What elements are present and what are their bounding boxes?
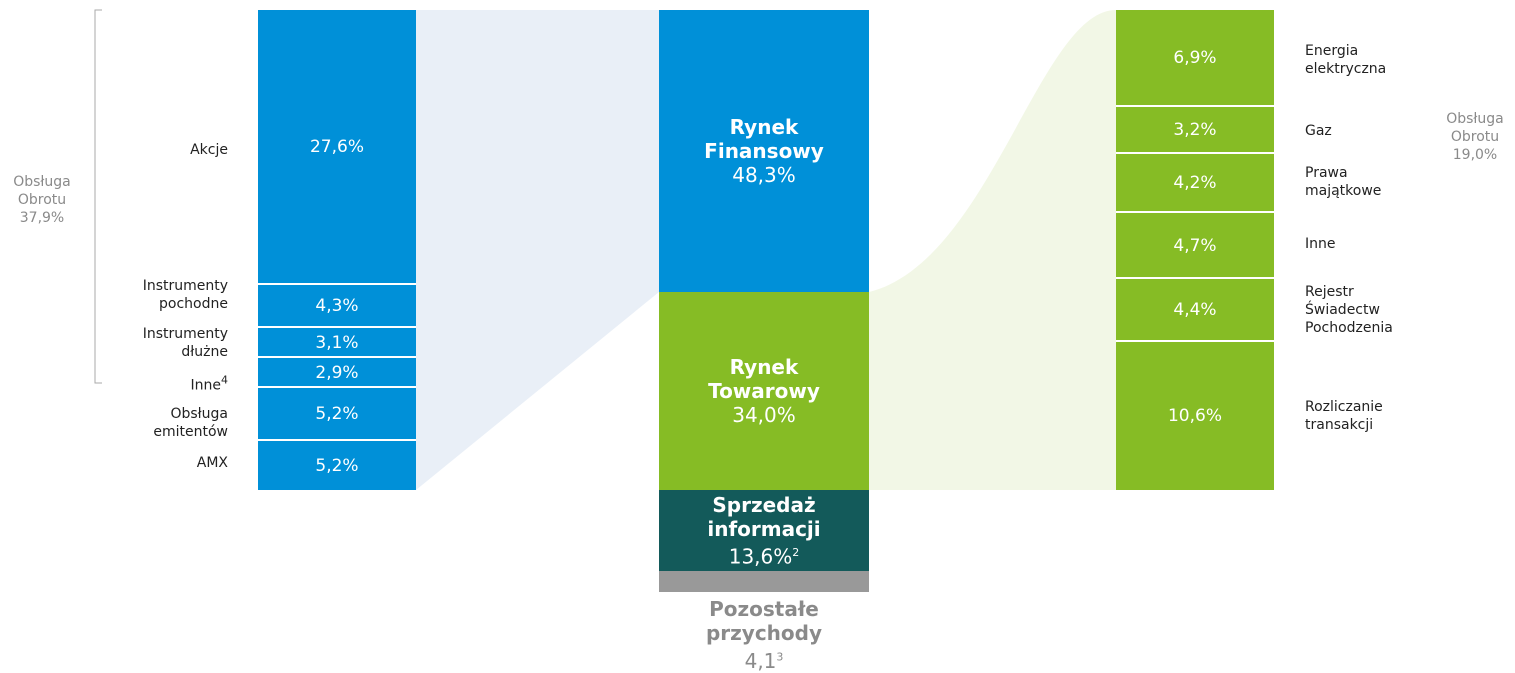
segment: 4,7% bbox=[1116, 211, 1274, 278]
label: Prawa majątkowe bbox=[1305, 164, 1381, 200]
value: 34,0% bbox=[732, 403, 796, 427]
label: Rejestr Świadectw Pochodzenia bbox=[1305, 283, 1393, 337]
text: Inne bbox=[1305, 236, 1336, 252]
footnote: 2 bbox=[792, 545, 800, 559]
text: Rejestr bbox=[1305, 284, 1354, 300]
label: Obsługa emitentów bbox=[153, 405, 228, 441]
value: 2,9% bbox=[315, 362, 359, 383]
text: emitentów bbox=[153, 424, 228, 440]
label: AMX bbox=[197, 454, 228, 472]
text: Energia bbox=[1305, 43, 1359, 59]
value: 4,3% bbox=[315, 296, 359, 316]
text: AMX bbox=[196, 455, 228, 471]
text: 19,0% bbox=[1452, 147, 1498, 163]
left-bracket-text: Obsługa Obrotu 37,9% bbox=[0, 173, 84, 227]
label: Akcje bbox=[190, 141, 228, 159]
footnote: 3 bbox=[776, 650, 784, 663]
right-bracket-text: Obsługa Obrotu 19,0% bbox=[1440, 110, 1510, 164]
value: 3,2% bbox=[1173, 120, 1217, 140]
value: 10,6% bbox=[1167, 406, 1222, 426]
label: Instrumenty dłużne bbox=[143, 325, 228, 361]
text: Świadectw bbox=[1305, 302, 1380, 318]
text: elektryczna bbox=[1305, 61, 1387, 77]
text: dłużne bbox=[181, 344, 228, 360]
text: 13,6% bbox=[728, 544, 793, 569]
label: Inne4 bbox=[191, 372, 229, 395]
text: 37,9% bbox=[19, 210, 65, 226]
text: Inne4 bbox=[191, 372, 229, 395]
text: Towarowy bbox=[708, 379, 820, 403]
value: 4,4% bbox=[1173, 300, 1217, 320]
text: Instrumenty bbox=[142, 278, 228, 294]
text: pochodne bbox=[159, 296, 228, 312]
text: Instrumenty bbox=[142, 326, 228, 342]
label: Gaz bbox=[1305, 122, 1332, 140]
text: Inne bbox=[190, 377, 222, 394]
other-label: Pozostałe przychody 4,13 bbox=[659, 597, 869, 673]
label: Inne bbox=[1305, 235, 1336, 253]
connector-commodity bbox=[869, 10, 1116, 490]
text: Sprzedaż bbox=[712, 492, 816, 517]
text: Finansowy bbox=[704, 139, 824, 163]
segment: 5,2% bbox=[258, 386, 416, 440]
segment: 5,2% bbox=[258, 439, 416, 490]
value: 3,1% bbox=[315, 332, 359, 353]
segment: 10,6% bbox=[1116, 340, 1274, 490]
value: 48,3% bbox=[732, 163, 796, 187]
text: Obrotu bbox=[1450, 129, 1500, 145]
text: Prawa bbox=[1305, 165, 1348, 181]
left-bracket-line bbox=[94, 9, 102, 384]
text: Rozliczanie bbox=[1305, 399, 1383, 415]
text: 4,1 bbox=[744, 648, 777, 673]
text: przychody bbox=[705, 621, 823, 645]
segment: Sprzedaż informacji 13,6%2 bbox=[659, 490, 869, 571]
text: Gaz bbox=[1305, 123, 1332, 139]
text: Rynek bbox=[729, 355, 799, 379]
segment: 4,2% bbox=[1116, 152, 1274, 212]
segment bbox=[659, 571, 869, 592]
label: Rozliczanie transakcji bbox=[1305, 398, 1383, 434]
value: 5,2% bbox=[315, 404, 359, 424]
segment: 6,9% bbox=[1116, 10, 1274, 106]
text: Obsługa bbox=[1446, 111, 1504, 127]
segment: 4,4% bbox=[1116, 277, 1274, 341]
label: Energia elektryczna bbox=[1305, 42, 1386, 78]
segment: 27,6% bbox=[258, 10, 416, 284]
value: 13,6%2 bbox=[728, 541, 800, 569]
text: majątkowe bbox=[1305, 183, 1382, 199]
segment: Rynek Towarowy 34,0% bbox=[659, 292, 869, 490]
connector-finance bbox=[416, 10, 659, 490]
segment: 4,3% bbox=[258, 283, 416, 327]
text: Obsługa bbox=[170, 406, 228, 422]
segment: Rynek Finansowy 48,3% bbox=[659, 10, 869, 292]
text: informacji bbox=[707, 516, 821, 541]
text: Pochodzenia bbox=[1305, 320, 1393, 336]
text: Obrotu bbox=[17, 192, 67, 208]
segment: 2,9% bbox=[258, 356, 416, 387]
text: Obsługa bbox=[13, 174, 71, 190]
value: 6,9% bbox=[1173, 48, 1217, 68]
value: 4,7% bbox=[1173, 235, 1217, 256]
text: Pozostałe bbox=[709, 597, 819, 621]
footnote: 4 bbox=[221, 373, 228, 387]
text: transakcji bbox=[1305, 417, 1374, 433]
text: Akcje bbox=[190, 142, 228, 158]
value: 4,2% bbox=[1173, 173, 1217, 193]
segment: 3,1% bbox=[258, 326, 416, 357]
text: Rynek bbox=[729, 115, 799, 139]
label: Instrumenty pochodne bbox=[143, 277, 228, 313]
value: 4,13 bbox=[745, 649, 784, 673]
value: 27,6% bbox=[309, 137, 364, 157]
value: 5,2% bbox=[315, 455, 359, 476]
segment: 3,2% bbox=[1116, 105, 1274, 153]
